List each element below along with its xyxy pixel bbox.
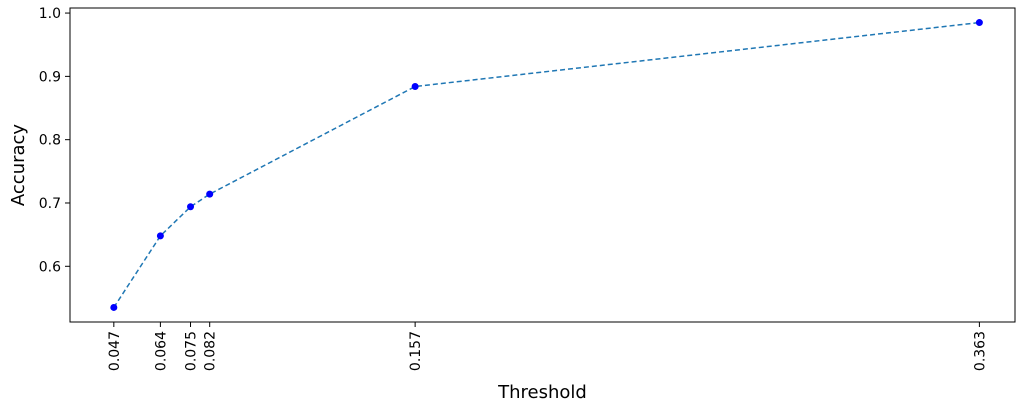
y-tick-label: 0.8: [39, 133, 61, 149]
data-point: [187, 203, 195, 211]
y-tick-label: 0.7: [39, 196, 61, 212]
data-point: [975, 19, 983, 27]
x-axis-label: Threshold: [497, 382, 587, 403]
y-tick-label: 0.6: [39, 259, 61, 275]
y-axis-ticks: 0.6 0.7 0.8 0.9 1.0: [39, 6, 70, 275]
plot-frame: [69, 7, 1016, 323]
x-tick-label: 0.082: [203, 331, 219, 371]
series-line: [113, 21, 980, 308]
data-point: [156, 232, 164, 240]
data-point: [206, 190, 214, 198]
data-point: [411, 83, 419, 90]
x-tick-label: 0.047: [107, 331, 123, 371]
x-tick-label: 0.064: [153, 331, 169, 371]
data-point: [110, 303, 118, 311]
y-axis-label: Accuracy: [8, 124, 29, 207]
y-tick-label: 1.0: [39, 6, 61, 22]
x-tick-label: 0.363: [972, 331, 988, 371]
plot-area: [69, 7, 1016, 323]
series-layer: [110, 19, 983, 311]
y-tick-label: 0.9: [39, 69, 61, 85]
x-axis-ticks: 0.047 0.064 0.075 0.082 0.157 0.363: [107, 322, 988, 371]
x-tick-label: 0.075: [184, 331, 200, 371]
x-tick-label: 0.157: [408, 331, 424, 371]
